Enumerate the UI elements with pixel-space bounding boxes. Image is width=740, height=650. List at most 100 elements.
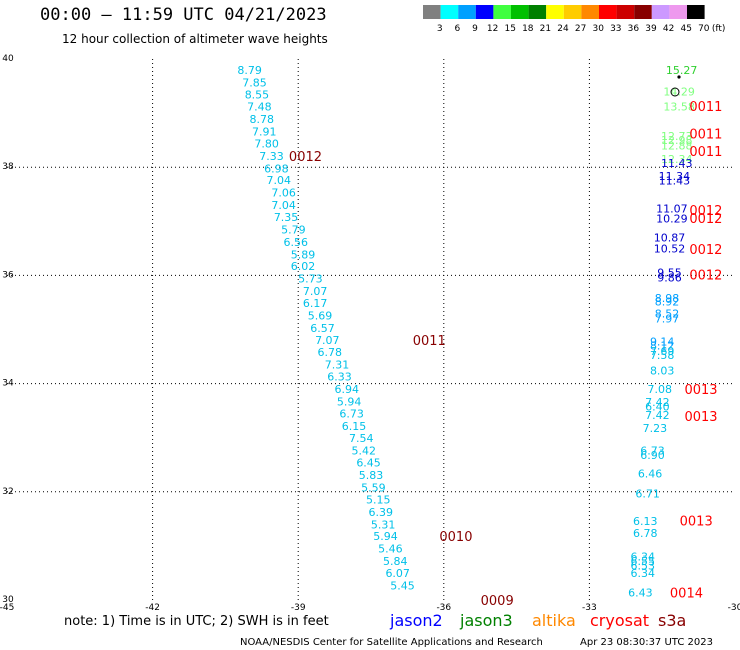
page-title: 00:00 – 11:59 UTC 04/21/2023 xyxy=(40,5,327,25)
wave-height-value: 11.07 xyxy=(656,202,688,215)
wave-height-value: 5.79 xyxy=(281,223,306,236)
satellite-key: jason2 jason3 altika cryosat s3a xyxy=(389,611,686,630)
wave-height-value: 7.04 xyxy=(267,174,292,187)
wave-height-value: 6.73 xyxy=(339,407,364,420)
wave-height-value: 7.48 xyxy=(247,101,272,114)
wave-height-value: 8.52 xyxy=(655,307,680,320)
pass-id-label: 0014 xyxy=(670,586,703,601)
wave-height-value: 6.15 xyxy=(342,420,367,433)
wave-height-value: 5.45 xyxy=(390,579,415,592)
wave-height-value: 9.86 xyxy=(657,272,682,285)
wave-height-value: 7.42 xyxy=(645,396,670,409)
x-tick-label: -33 xyxy=(582,603,597,613)
wave-height-value: 5.94 xyxy=(373,530,398,543)
wave-height-value: 5.15 xyxy=(366,493,391,506)
pass-id-label: 0012 xyxy=(689,243,722,258)
pass-id-labels: 0012001100100009001100110011001200120012… xyxy=(289,100,722,609)
wave-height-value: 5.59 xyxy=(361,481,386,494)
wave-height-value: 12.88 xyxy=(661,140,693,153)
legend-label: 15 xyxy=(504,24,515,34)
legend-swatch xyxy=(651,5,670,19)
wave-height-value: 7.31 xyxy=(325,359,350,372)
wave-height-value: 5.73 xyxy=(298,273,323,286)
legend-label: 70 xyxy=(698,24,710,34)
wave-height-value: 7.23 xyxy=(643,422,668,435)
wave-height-value: 7.07 xyxy=(315,334,340,347)
legend-swatch xyxy=(528,5,547,19)
wave-height-value: 6.34 xyxy=(631,567,656,580)
y-tick-label: 40 xyxy=(2,54,14,64)
wave-height-value: 10.29 xyxy=(656,213,688,226)
wave-height-value: 11.34 xyxy=(659,170,691,183)
wave-height-value: 8.55 xyxy=(245,89,270,102)
pass-id-label: 0011 xyxy=(689,145,722,160)
legend-swatch xyxy=(581,5,599,19)
wave-height-value: 8.78 xyxy=(250,113,275,126)
wave-height-value: 8.98 xyxy=(655,292,680,305)
wave-height-value: 6.45 xyxy=(356,457,381,470)
wave-height-value: 7.33 xyxy=(259,150,284,163)
wave-height-value: 6.90 xyxy=(640,449,665,462)
legend-swatch xyxy=(563,5,582,19)
wave-height-value: 7.07 xyxy=(303,285,328,298)
legend-label: 3 xyxy=(437,24,443,34)
wave-height-value: 7.35 xyxy=(274,211,299,224)
x-tick-label: -39 xyxy=(291,603,306,613)
legend-swatch xyxy=(634,5,652,19)
footer-timestamp: Apr 23 08:30:37 UTC 2023 xyxy=(580,637,713,648)
wave-height-value: 9.14 xyxy=(650,335,675,348)
y-tick-label: 32 xyxy=(2,487,13,497)
y-tick-label: 30 xyxy=(2,595,14,605)
wave-height-value: 6.94 xyxy=(334,383,359,396)
wave-height-points: 8.797.858.557.488.787.917.807.336.987.04… xyxy=(237,64,697,600)
wave-height-value: 6.34 xyxy=(631,551,656,564)
wave-height-value: 7.69 xyxy=(650,345,675,358)
legend-swatch xyxy=(493,5,511,19)
wave-height-value: 7.42 xyxy=(645,409,670,422)
y-tick-label: 34 xyxy=(2,379,14,389)
location-marker xyxy=(670,87,680,97)
x-tick-label: -45 xyxy=(0,603,14,613)
wave-height-value: 6.57 xyxy=(310,322,335,335)
satellite-key-cryosat: cryosat xyxy=(590,611,649,630)
page-subtitle: 12 hour collection of altimeter wave hei… xyxy=(62,32,328,46)
legend-unit: (ft) xyxy=(712,24,726,34)
wave-height-value: 7.08 xyxy=(648,383,673,396)
wave-height-value: 6.39 xyxy=(368,506,393,519)
pass-id-label: 0013 xyxy=(684,383,717,398)
pass-id-label: 0012 xyxy=(289,150,322,165)
wave-height-value: 8.79 xyxy=(237,64,262,77)
pass-id-label: 0013 xyxy=(680,514,713,529)
wave-height-value: 6.78 xyxy=(317,346,342,359)
wave-height-value: 6.33 xyxy=(327,371,352,384)
legend-swatch xyxy=(475,5,494,19)
pass-id-label: 0012 xyxy=(689,204,722,219)
satellite-key-jason3: jason3 xyxy=(459,611,513,630)
wave-height-value: 6.40 xyxy=(645,400,670,413)
legend-swatch xyxy=(669,5,687,19)
legend-label: 24 xyxy=(557,24,569,34)
wave-height-value: 15.27 xyxy=(666,64,698,77)
wave-height-value: 8.03 xyxy=(650,365,675,378)
x-tick-label: -30 xyxy=(728,603,740,613)
wave-height-value: 6.02 xyxy=(291,260,316,273)
legend-label: 18 xyxy=(522,24,534,34)
legend-label: 45 xyxy=(680,24,691,34)
wave-height-value: 5.89 xyxy=(291,248,316,261)
legend-label: 6 xyxy=(455,24,461,34)
wave-height-value: 7.54 xyxy=(349,432,374,445)
legend-swatch xyxy=(546,5,564,19)
wave-height-value: 5.94 xyxy=(337,395,362,408)
legend-swatch xyxy=(511,5,529,19)
wave-height-value: 5.84 xyxy=(383,555,408,568)
pass-id-label: 0009 xyxy=(481,594,514,609)
legend-label: 39 xyxy=(645,24,657,34)
legend-swatch xyxy=(616,5,635,19)
color-legend: 3 6 9 12 15 18 21 24 27 30 33 36 39 42 45 70 (ft) xyxy=(423,5,725,34)
legend-swatch xyxy=(599,5,617,19)
legend-label: 42 xyxy=(663,24,674,34)
pass-id-label: 0011 xyxy=(689,128,722,143)
satellite-key-jason2: jason2 xyxy=(389,611,443,630)
wave-height-value: 6.98 xyxy=(264,162,289,175)
